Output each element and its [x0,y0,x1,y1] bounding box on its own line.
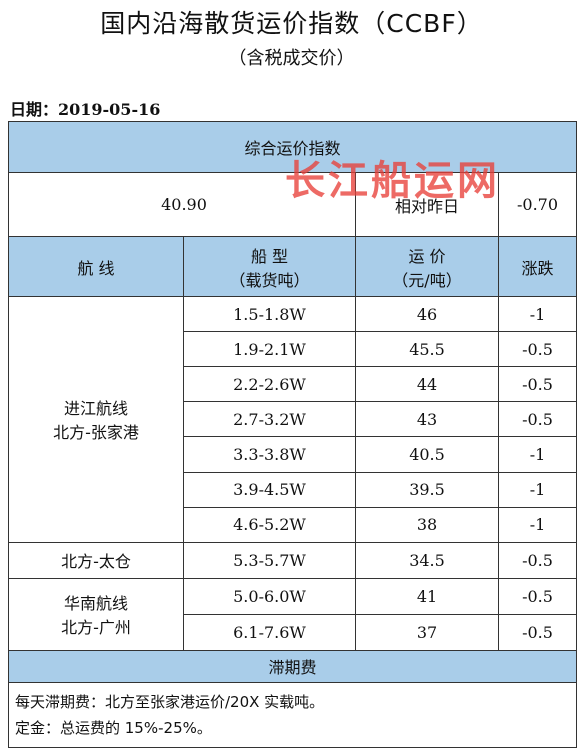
composite-index-value: 40.90 [8,172,356,238]
demurrage-note-daily: 每天滞期费：北方至张家港运价/20X 实载吨。 [15,692,325,711]
col-header-price-line2: （元/吨） [392,270,462,290]
col-header-price-line1: 运 价 [408,246,446,266]
price-cell: 39.5 [355,471,499,508]
col-header-change: 涨跌 [497,236,578,298]
table-row: 4.6-5.2W 38 -1 [9,506,578,543]
freight-index-table: 综合运价指数 40.90 相对昨日 -0.70 航 线 船 型 （载货吨） 运 … [7,120,578,749]
ship-type-cell: 1.9-2.1W [183,331,356,368]
route-group-title: 进江航线 [63,399,128,419]
page-title: 国内沿海散货运价指数（CCBF） [100,9,483,38]
change-cell: -0.5 [497,541,578,579]
table-row: 进江航线 北方-张家港 1.5-1.8W 46 -1 [8,296,578,543]
table-row: 1.9-2.1W 45.5 -0.5 [9,331,578,368]
table-row: 2.2-2.6W 44 -0.5 [9,366,578,403]
date-label: 日期：2019-05-16 [10,100,161,119]
table-row: 北方-太仓 5.3-5.7W 34.5 -0.5 [8,541,578,579]
change-cell: -0.5 [497,331,578,368]
change-cell: -1 [497,506,578,543]
relative-label: 相对昨日 [355,172,499,238]
col-header-route: 航 线 [8,236,184,298]
ship-type-cell: 5.0-6.0W [183,577,356,615]
relative-value: -0.70 [497,172,578,238]
price-cell: 37 [355,613,499,651]
route-jinjiang-zhangjiagang: 进江航线 北方-张家港 [8,296,184,543]
price-cell: 43 [355,401,499,438]
price-cell: 45.5 [355,331,499,368]
col-header-price: 运 价 （元/吨） [355,236,499,298]
ship-type-cell: 1.5-1.8W [183,296,356,333]
price-cell: 44 [355,366,499,403]
route-huanan-guangzhou: 华南航线 北方-广州 [8,577,184,651]
change-cell: -1 [497,296,578,333]
page-subtitle: （含税成交价） [228,48,355,69]
demurrage-header: 滞期费 [7,649,578,683]
col-header-ship-type-line1: 船 型 [250,246,289,266]
change-cell: -1 [497,436,578,473]
price-cell: 34.5 [355,541,499,579]
table-row: 3.9-4.5W 39.5 -1 [9,471,578,508]
change-cell: -0.5 [497,577,578,615]
table-row: 3.3-3.8W 40.5 -1 [9,436,578,473]
price-cell: 38 [355,506,499,543]
table-row: 2.7-3.2W 43 -0.5 [9,401,578,438]
route-group-subtitle: 北方-张家港 [53,423,139,443]
col-header-ship-type: 船 型 （载货吨） [183,236,356,298]
table-row: 6.1-7.6W 37 -0.5 [9,613,578,651]
change-cell: -0.5 [497,613,578,651]
ship-type-cell: 4.6-5.2W [183,506,356,543]
ship-type-cell: 2.7-3.2W [183,401,356,438]
route-group-subtitle: 北方-广州 [61,618,131,638]
ship-type-cell: 6.1-7.6W [183,613,356,651]
table-row: 华南航线 北方-广州 5.0-6.0W 41 -0.5 [8,577,578,651]
col-header-ship-type-line2: （载货吨） [229,270,310,290]
composite-index-header: 综合运价指数 [7,120,578,174]
ship-type-cell: 5.3-5.7W [183,541,356,579]
ship-type-cell: 3.3-3.8W [183,436,356,473]
ship-type-cell: 2.2-2.6W [183,366,356,403]
demurrage-notes: 每天滞期费：北方至张家港运价/20X 实载吨。 定金：总运费的 15%-25%。 [7,681,578,749]
change-cell: -0.5 [497,366,578,403]
change-cell: -0.5 [497,401,578,438]
route-taicang: 北方-太仓 [8,541,184,579]
price-cell: 46 [355,296,499,333]
route-group-title: 华南航线 [63,594,128,614]
price-cell: 41 [355,577,499,615]
ship-type-cell: 3.9-4.5W [183,471,356,508]
price-cell: 40.5 [355,436,499,473]
deposit-note: 定金：总运费的 15%-25%。 [15,718,212,737]
change-cell: -1 [497,471,578,508]
